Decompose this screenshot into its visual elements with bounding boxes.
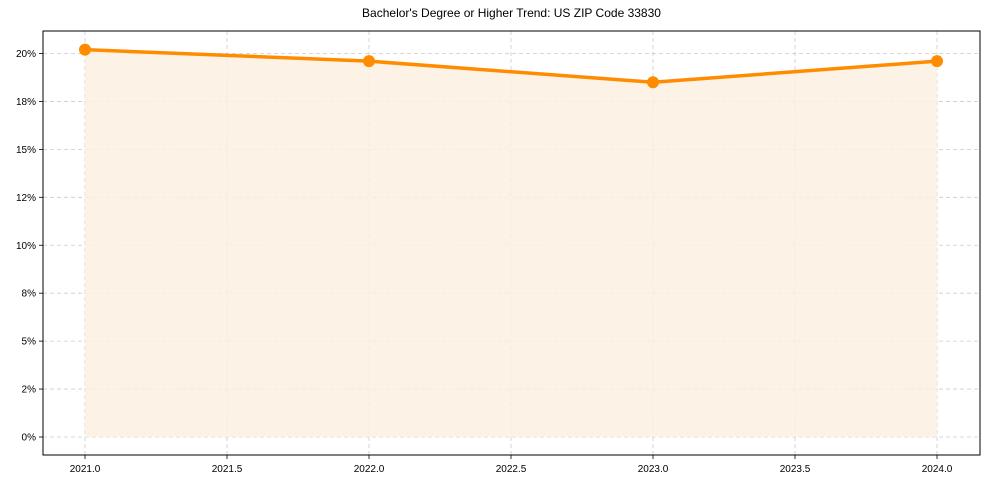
y-tick-label: 18% bbox=[16, 97, 36, 108]
data-line bbox=[84, 47, 938, 85]
y-tick-label: 2% bbox=[22, 385, 37, 396]
y-tick-label: 12% bbox=[16, 193, 36, 204]
x-tick-label: 2024.0 bbox=[922, 464, 953, 475]
y-tick-label: 10% bbox=[16, 241, 36, 252]
data-point-marker bbox=[647, 76, 659, 89]
y-tick-label: 0% bbox=[22, 433, 37, 444]
area-fill bbox=[85, 49, 937, 437]
data-point-marker bbox=[931, 55, 943, 68]
y-tick-label: 8% bbox=[22, 289, 37, 300]
x-tick-label: 2022.5 bbox=[496, 464, 527, 475]
x-tick-label: 2023.0 bbox=[638, 464, 669, 475]
y-axis-ticks: 0% 2% 5% 8% 10% 12% 15% 18% 20% bbox=[16, 49, 43, 444]
x-tick-label: 2022.0 bbox=[354, 464, 385, 475]
data-markers bbox=[79, 43, 943, 89]
x-tick-label: 2023.5 bbox=[780, 464, 811, 475]
data-point-marker bbox=[363, 55, 375, 68]
data-point-marker bbox=[79, 43, 91, 56]
x-tick-label: 2021.0 bbox=[70, 464, 101, 475]
y-tick-label: 20% bbox=[16, 49, 36, 60]
plot-frame bbox=[42, 30, 981, 456]
x-axis-ticks: 2021.0 2021.5 2022.0 2022.5 2023.0 2023.5 2024… bbox=[70, 455, 953, 475]
y-tick-label: 15% bbox=[16, 145, 36, 156]
x-tick-label: 2021.5 bbox=[212, 464, 243, 475]
chart-title: Bachelor's Degree or Higher Trend: US ZI… bbox=[362, 6, 661, 20]
y-tick-label: 5% bbox=[22, 337, 37, 348]
